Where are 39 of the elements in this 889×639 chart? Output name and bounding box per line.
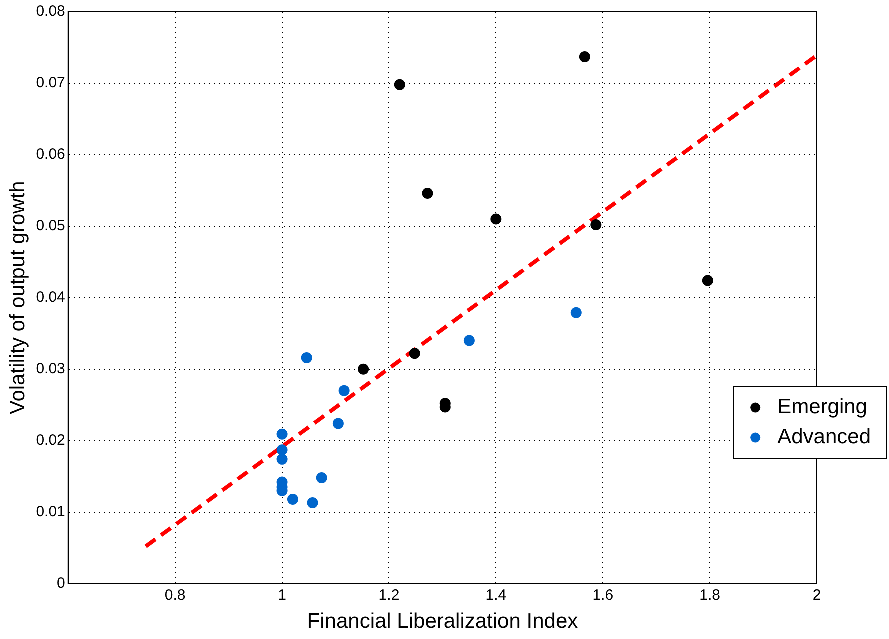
y-tick-label: 0.04 — [36, 289, 66, 306]
x-tick-label: 2 — [812, 586, 822, 604]
y-tick-label: 0.06 — [36, 146, 66, 164]
point — [409, 348, 420, 360]
point — [316, 472, 328, 484]
x-tick-label: 1.6 — [592, 586, 614, 604]
x-tick-label: 0.8 — [164, 586, 186, 604]
point — [579, 52, 590, 63]
y-tick-label: 0.03 — [36, 360, 66, 378]
y-tick-label: 0.05 — [36, 218, 66, 235]
point — [287, 494, 298, 505]
point — [338, 385, 350, 396]
point — [276, 454, 288, 465]
y-tick-label: 0.08 — [36, 3, 66, 20]
legend-label: Emerging — [778, 396, 868, 419]
point — [307, 498, 318, 509]
y-tick-label: 0 — [57, 574, 66, 592]
x-axis-title: Financial Liberalization Index — [307, 610, 579, 634]
point — [301, 352, 312, 364]
point — [276, 428, 288, 440]
point — [570, 307, 582, 318]
y-axis-title: Volatility of output growth — [6, 181, 30, 415]
point — [464, 335, 475, 346]
point — [422, 188, 434, 200]
y-tick-label: 0.07 — [36, 74, 66, 92]
point — [394, 79, 406, 90]
x-tick-label: 1.2 — [378, 586, 400, 604]
y-tick-label: 0.02 — [36, 432, 66, 449]
x-tick-label: 1.4 — [486, 586, 507, 604]
point — [490, 214, 502, 225]
legend-label: Advanced — [778, 426, 872, 449]
y-tick-label: 0.01 — [36, 503, 66, 520]
point — [276, 444, 288, 456]
x-tick-label: 1 — [278, 586, 286, 604]
point — [702, 275, 714, 286]
x-tick-label: 1.8 — [700, 586, 720, 604]
point — [590, 219, 602, 230]
point — [358, 364, 370, 375]
point — [332, 418, 344, 430]
